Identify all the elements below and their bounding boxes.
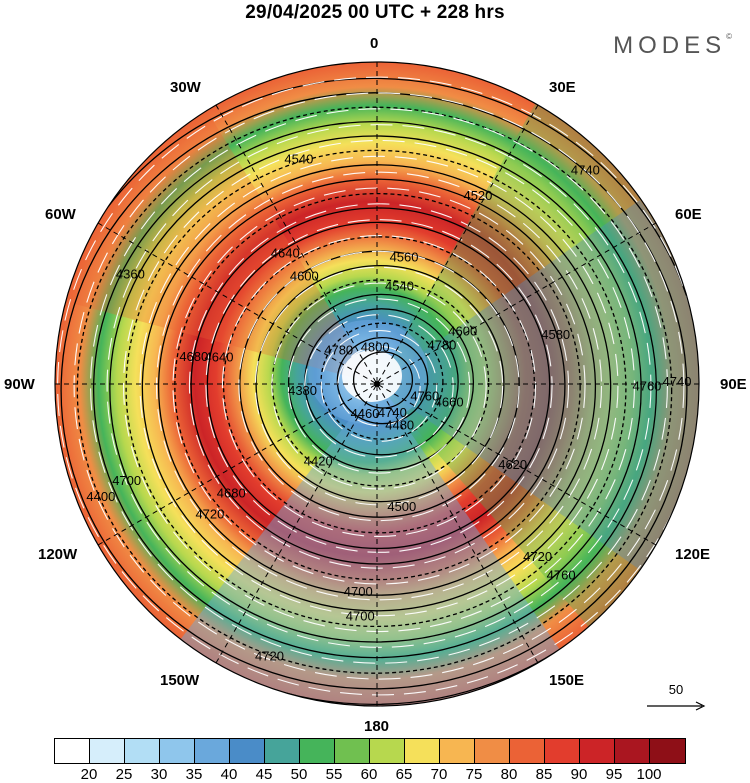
contour-label: 4740 <box>378 405 407 420</box>
colorbar-tick-label: 95 <box>605 766 623 783</box>
contour-label: 4720 <box>195 507 224 522</box>
colorbar-tick-label: 65 <box>395 766 413 783</box>
colorbar-tick-label: 55 <box>325 766 343 783</box>
contour-label: 4380 <box>288 383 317 398</box>
contour-label: 4640 <box>271 246 300 261</box>
contour-label: 4640 <box>205 349 234 364</box>
lon-label-90e: 90E <box>720 376 747 393</box>
contour-label: 4700 <box>112 473 141 488</box>
colorbar-tick-label: 25 <box>115 766 133 783</box>
colorbar-cell <box>55 739 90 763</box>
colorbar-cell <box>265 739 300 763</box>
contour-label: 4740 <box>571 163 600 178</box>
brand-name: MODES <box>613 32 727 59</box>
colorbar-cell <box>510 739 545 763</box>
colorbar-tick-label: 20 <box>80 766 98 783</box>
colorbar-cell <box>125 739 160 763</box>
contour-label: 4760 <box>410 388 439 403</box>
colorbar-tick-label: 50 <box>290 766 308 783</box>
lon-label-150w: 150W <box>160 672 200 689</box>
contour-label: 4660 <box>435 394 464 409</box>
colorbar-tick-label: 85 <box>535 766 553 783</box>
contour-label: 4600 <box>290 268 319 283</box>
colorbar-tick-label: 80 <box>500 766 518 783</box>
colorbar-tick-label: 70 <box>430 766 448 783</box>
colorbar-cell <box>335 739 370 763</box>
map-title: 29/04/2025 00 UTC + 228 hrs <box>245 2 505 23</box>
contour-label: 4680 <box>217 486 246 501</box>
colorbar-tick-label: 40 <box>220 766 238 783</box>
lon-label-90w: 90W <box>4 376 35 393</box>
lon-label-30e: 30E <box>549 79 576 96</box>
colorbar-cell <box>615 739 650 763</box>
contour-label: 4500 <box>387 499 416 514</box>
colorbar-cell <box>90 739 125 763</box>
colorbar-cell <box>475 739 510 763</box>
contour-label: 4520 <box>463 188 492 203</box>
lon-label-120e: 120E <box>675 546 711 563</box>
contour-label: 4720 <box>523 549 552 564</box>
colorbar-cell <box>405 739 440 763</box>
colorbar-tick-label: 30 <box>150 766 168 783</box>
vector-reference-arrow <box>647 701 706 711</box>
contour-label: 4760 <box>632 379 661 394</box>
contour-label: 4480 <box>385 418 414 433</box>
contour-label: 4780 <box>427 337 456 352</box>
colorbar-tick-label: 100 <box>636 766 662 783</box>
lon-label-120w: 120W <box>38 546 78 563</box>
lon-label-180: 180 <box>364 718 390 735</box>
colorbar-cell <box>650 739 685 763</box>
colorbar-tick-label: 60 <box>360 766 378 783</box>
contour-label: 4560 <box>390 249 419 264</box>
contour-label: 4400 <box>86 489 115 504</box>
colorbar <box>54 738 686 764</box>
contour-label: 4540 <box>385 279 414 294</box>
colorbar-cell <box>230 739 265 763</box>
contour-label: 4580 <box>541 327 570 342</box>
colorbar-cell <box>580 739 615 763</box>
vector-reference-label: 50 <box>668 682 684 697</box>
lon-label-30w: 30W <box>170 79 201 96</box>
colorbar-cell <box>300 739 335 763</box>
contour-label: 4780 <box>324 343 353 358</box>
colorbar-cell <box>440 739 475 763</box>
lon-label-0: 0 <box>370 35 379 52</box>
contour-label: 4720 <box>255 648 284 663</box>
colorbar-cell <box>195 739 230 763</box>
contour-label: 4540 <box>284 152 313 167</box>
colorbar-cell <box>370 739 405 763</box>
contour-label: 4360 <box>116 266 145 281</box>
copyright-mark: © <box>726 32 732 41</box>
contour-label: 4460 <box>351 406 380 421</box>
brand-logo: MODES© <box>613 32 732 60</box>
contour-label: 4420 <box>304 453 333 468</box>
contour-label: 4700 <box>346 609 375 624</box>
colorbar-tick-label: 35 <box>185 766 203 783</box>
colorbar-tick-label: 90 <box>570 766 588 783</box>
contour-label: 4800 <box>361 340 390 355</box>
shaded-field <box>55 62 699 706</box>
lon-label-150e: 150E <box>549 672 585 689</box>
lon-label-60e: 60E <box>675 206 702 223</box>
colorbar-cell <box>545 739 580 763</box>
contour-label: 4600 <box>448 324 477 339</box>
contour-label: 4740 <box>663 374 692 389</box>
lon-label-60w: 60W <box>45 206 76 223</box>
contour-label: 4700 <box>344 584 373 599</box>
contour-label: 4620 <box>498 457 527 472</box>
colorbar-cell <box>160 739 195 763</box>
contour-label: 4760 <box>547 568 576 583</box>
colorbar-tick-label: 45 <box>255 766 273 783</box>
contour-label: 4680 <box>179 349 208 364</box>
colorbar-tick-label: 75 <box>465 766 483 783</box>
